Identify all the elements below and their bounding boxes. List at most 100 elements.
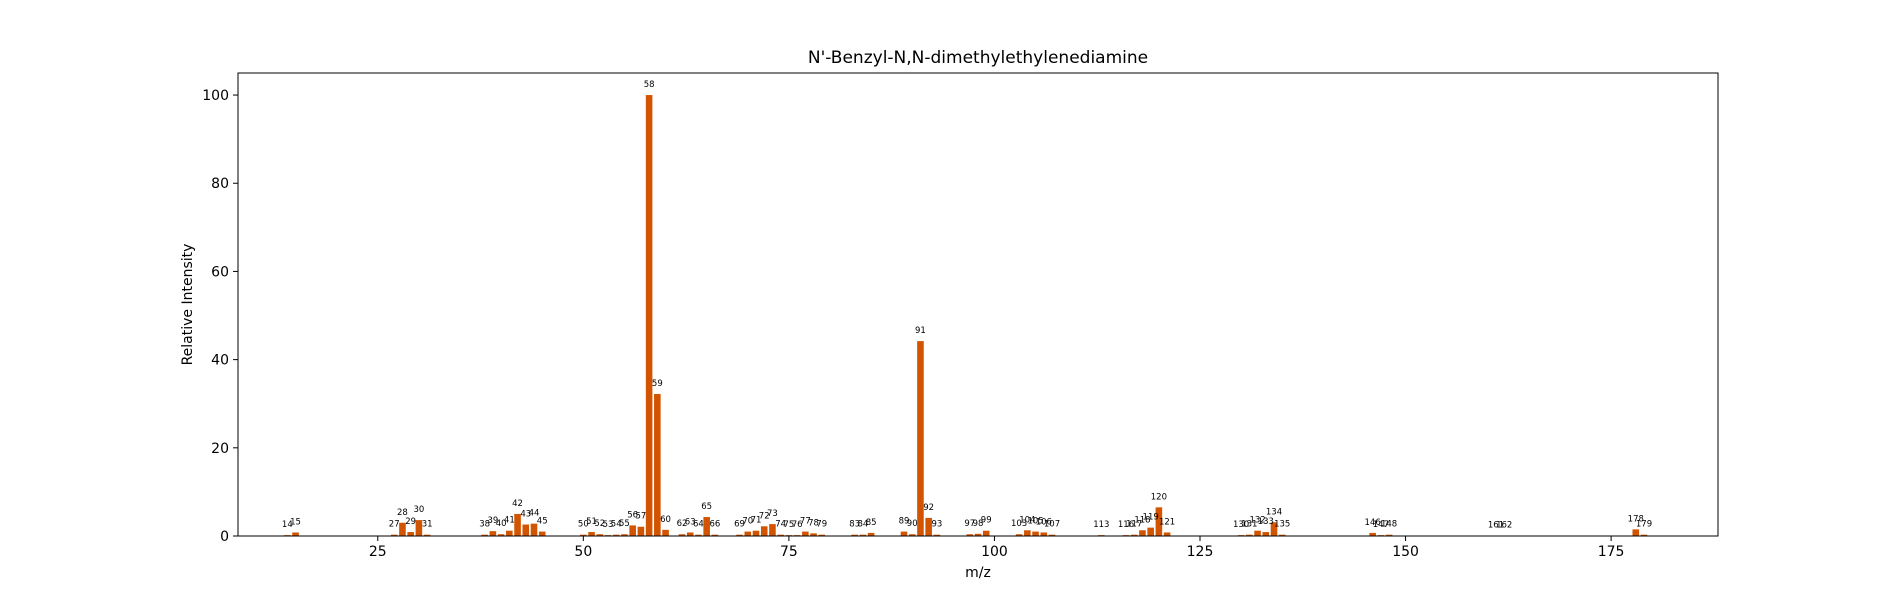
data-label-mz-92: 92 <box>923 503 934 513</box>
x-tick-label-125: 125 <box>1187 544 1214 560</box>
data-label-mz-148: 148 <box>1381 520 1397 530</box>
data-label-mz-119: 119 <box>1143 513 1159 523</box>
data-label-mz-97: 97 <box>964 519 975 529</box>
bar-mz-146 <box>1369 532 1376 536</box>
bar-mz-41 <box>506 530 513 536</box>
data-label-mz-73: 73 <box>767 509 778 519</box>
data-label-mz-134: 134 <box>1266 507 1282 517</box>
bar-mz-69 <box>736 534 743 536</box>
data-label-mz-59: 59 <box>652 379 663 389</box>
bar-mz-59 <box>654 394 661 536</box>
data-label-mz-60: 60 <box>660 515 671 525</box>
bar-mz-74 <box>777 534 784 536</box>
data-label-mz-69: 69 <box>734 520 745 530</box>
data-label-mz-55: 55 <box>619 519 630 529</box>
plot-frame <box>237 72 1719 537</box>
data-label-mz-14: 14 <box>282 520 293 530</box>
y-tick-label-0: 0 <box>220 529 229 545</box>
bar-mz-90 <box>908 534 916 536</box>
data-label-mz-78: 78 <box>808 518 819 528</box>
bar-mz-133 <box>1262 532 1270 536</box>
bar-mz-70 <box>744 531 752 536</box>
bar-mz-131 <box>1246 534 1253 536</box>
data-label-mz-15: 15 <box>290 517 301 527</box>
bar-mz-44 <box>530 523 538 536</box>
bar-mz-91 <box>917 341 924 536</box>
data-label-mz-70: 70 <box>742 517 753 527</box>
data-label-mz-43: 43 <box>520 510 531 520</box>
bar-mz-56 <box>629 525 636 536</box>
data-label-mz-135: 135 <box>1274 520 1290 530</box>
data-label-mz-121: 121 <box>1159 517 1175 527</box>
bar-mz-66 <box>711 534 719 536</box>
y-axis-label: Relative Intensity <box>180 244 196 366</box>
data-label-mz-120: 120 <box>1151 492 1167 502</box>
bar-mz-120 <box>1155 507 1163 536</box>
x-tick-label-25: 25 <box>369 544 387 560</box>
bar-mz-134 <box>1270 522 1278 536</box>
bar-mz-51 <box>588 532 595 536</box>
x-tick-label-150: 150 <box>1392 544 1419 560</box>
data-label-mz-133: 133 <box>1258 517 1274 527</box>
data-label-mz-66: 66 <box>709 520 720 530</box>
bar-mz-98 <box>974 533 982 536</box>
bar-mz-84 <box>859 534 867 536</box>
data-label-mz-146: 146 <box>1365 518 1381 528</box>
data-label-mz-118: 118 <box>1134 515 1150 525</box>
bar-mz-58 <box>645 95 653 537</box>
data-label-mz-29: 29 <box>405 517 416 527</box>
data-label-mz-74: 74 <box>775 520 786 530</box>
data-label-mz-83: 83 <box>849 520 860 530</box>
data-label-mz-103: 103 <box>1011 519 1027 529</box>
bar-mz-104 <box>1024 530 1031 536</box>
data-label-mz-38: 38 <box>479 520 490 530</box>
data-label-mz-162: 162 <box>1496 521 1512 531</box>
bar-mz-38 <box>481 534 488 536</box>
data-label-mz-71: 71 <box>751 516 762 526</box>
data-label-mz-104: 104 <box>1019 515 1035 525</box>
data-label-mz-105: 105 <box>1027 517 1043 527</box>
data-label-mz-161: 161 <box>1488 521 1504 531</box>
bar-mz-27 <box>390 534 398 536</box>
data-label-mz-98: 98 <box>973 519 984 529</box>
data-label-mz-52: 52 <box>594 519 605 529</box>
data-label-mz-116: 116 <box>1118 520 1134 530</box>
data-label-mz-77: 77 <box>800 517 811 527</box>
data-label-mz-93: 93 <box>931 520 942 530</box>
bar-mz-105 <box>1032 531 1039 536</box>
bar-mz-97 <box>966 534 974 536</box>
data-label-mz-107: 107 <box>1044 520 1060 530</box>
data-label-mz-79: 79 <box>816 520 827 530</box>
bar-mz-31 <box>423 534 431 536</box>
bar-mz-135 <box>1278 534 1286 536</box>
data-label-mz-64: 64 <box>693 520 704 530</box>
bar-mz-121 <box>1163 532 1171 536</box>
bar-mz-39 <box>489 531 497 536</box>
y-tick-label-20: 20 <box>211 441 229 457</box>
bar-mz-62 <box>678 534 686 536</box>
data-label-mz-179: 179 <box>1636 520 1652 530</box>
data-label-mz-131: 131 <box>1241 520 1257 530</box>
bar-mz-132 <box>1254 530 1261 536</box>
bar-mz-55 <box>621 534 628 536</box>
bar-mz-93 <box>933 534 941 536</box>
data-label-mz-75: 75 <box>783 520 794 530</box>
x-axis-label: m/z <box>965 565 991 581</box>
data-label-mz-62: 62 <box>677 519 688 529</box>
data-label-mz-42: 42 <box>512 499 523 509</box>
data-label-mz-72: 72 <box>759 511 770 521</box>
data-label-mz-39: 39 <box>487 516 498 526</box>
data-label-mz-117: 117 <box>1126 520 1142 530</box>
data-label-mz-106: 106 <box>1036 517 1052 527</box>
data-label-mz-113: 113 <box>1093 520 1109 530</box>
bar-mz-52 <box>596 534 604 536</box>
bar-mz-63 <box>686 532 694 536</box>
bar-mz-30 <box>415 520 423 536</box>
data-label-mz-89: 89 <box>899 517 910 527</box>
bar-mz-83 <box>851 534 858 536</box>
bar-mz-148 <box>1385 534 1393 536</box>
data-label-mz-54: 54 <box>611 520 622 530</box>
chart-title: N'-Benzyl-N,N-dimethylethylenediamine <box>808 48 1148 68</box>
